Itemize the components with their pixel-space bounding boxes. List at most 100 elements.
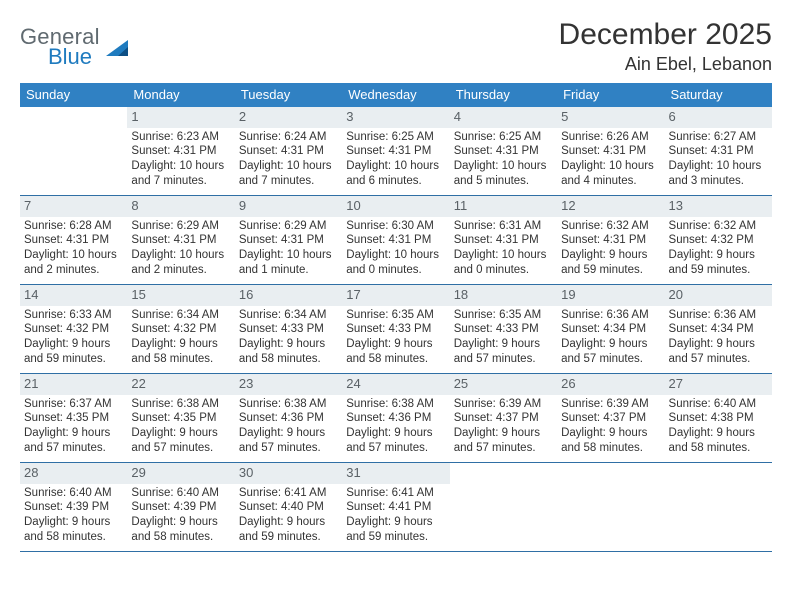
sunrise: Sunrise: 6:35 AM: [346, 308, 445, 323]
calendar-cell: 15Sunrise: 6:34 AMSunset: 4:32 PMDayligh…: [127, 285, 234, 374]
day-number: 5: [557, 107, 664, 128]
sunrise: Sunrise: 6:31 AM: [454, 219, 553, 234]
daylight: Daylight: 10 hours and 1 minute.: [239, 248, 338, 277]
day-number: 28: [20, 463, 127, 484]
logo-blue: Blue: [48, 44, 100, 70]
calendar-cell: 10Sunrise: 6:30 AMSunset: 4:31 PMDayligh…: [342, 196, 449, 285]
daylight: Daylight: 10 hours and 0 minutes.: [454, 248, 553, 277]
day-number: 21: [20, 374, 127, 395]
calendar-cell: 13Sunrise: 6:32 AMSunset: 4:32 PMDayligh…: [665, 196, 772, 285]
sunrise: Sunrise: 6:38 AM: [131, 397, 230, 412]
calendar-cell: 7Sunrise: 6:28 AMSunset: 4:31 PMDaylight…: [20, 196, 127, 285]
daylight: Daylight: 9 hours and 59 minutes.: [346, 515, 445, 544]
calendar-cell: 12Sunrise: 6:32 AMSunset: 4:31 PMDayligh…: [557, 196, 664, 285]
calendar-cell: 22Sunrise: 6:38 AMSunset: 4:35 PMDayligh…: [127, 374, 234, 463]
sunrise: Sunrise: 6:40 AM: [669, 397, 768, 412]
topbar: General Blue December 2025 Ain Ebel, Leb…: [20, 18, 772, 75]
sunrise: Sunrise: 6:41 AM: [239, 486, 338, 501]
sunrise: Sunrise: 6:34 AM: [239, 308, 338, 323]
daylight: Daylight: 9 hours and 58 minutes.: [561, 426, 660, 455]
day-number: 8: [127, 196, 234, 217]
logo: General Blue: [20, 18, 132, 70]
day-number: 23: [235, 374, 342, 395]
sunset: Sunset: 4:33 PM: [454, 322, 553, 337]
day-number: 24: [342, 374, 449, 395]
day-number: 20: [665, 285, 772, 306]
day-number: 19: [557, 285, 664, 306]
calendar-cell: 30Sunrise: 6:41 AMSunset: 4:40 PMDayligh…: [235, 463, 342, 552]
daylight: Daylight: 10 hours and 7 minutes.: [239, 159, 338, 188]
sunset: Sunset: 4:38 PM: [669, 411, 768, 426]
day-number: 17: [342, 285, 449, 306]
col-friday: Friday: [557, 83, 664, 107]
sunrise: Sunrise: 6:36 AM: [669, 308, 768, 323]
sunrise: Sunrise: 6:29 AM: [131, 219, 230, 234]
daylight: Daylight: 9 hours and 58 minutes.: [131, 515, 230, 544]
calendar-cell: 27Sunrise: 6:40 AMSunset: 4:38 PMDayligh…: [665, 374, 772, 463]
sunrise: Sunrise: 6:25 AM: [346, 130, 445, 145]
day-number: 12: [557, 196, 664, 217]
calendar-header: Sunday Monday Tuesday Wednesday Thursday…: [20, 83, 772, 107]
sunset: Sunset: 4:36 PM: [239, 411, 338, 426]
sunrise: Sunrise: 6:40 AM: [131, 486, 230, 501]
day-number: 7: [20, 196, 127, 217]
sunrise: Sunrise: 6:39 AM: [454, 397, 553, 412]
calendar-cell: 25Sunrise: 6:39 AMSunset: 4:37 PMDayligh…: [450, 374, 557, 463]
sunrise: Sunrise: 6:23 AM: [131, 130, 230, 145]
daylight: Daylight: 9 hours and 59 minutes.: [239, 515, 338, 544]
sunset: Sunset: 4:31 PM: [346, 144, 445, 159]
calendar-cell: [20, 107, 127, 196]
title-block: December 2025 Ain Ebel, Lebanon: [559, 18, 772, 75]
daylight: Daylight: 9 hours and 57 minutes.: [454, 426, 553, 455]
daylight: Daylight: 9 hours and 57 minutes.: [24, 426, 123, 455]
logo-text: General Blue: [20, 24, 100, 70]
calendar-cell: 19Sunrise: 6:36 AMSunset: 4:34 PMDayligh…: [557, 285, 664, 374]
calendar-cell: 9Sunrise: 6:29 AMSunset: 4:31 PMDaylight…: [235, 196, 342, 285]
sunrise: Sunrise: 6:26 AM: [561, 130, 660, 145]
sunrise: Sunrise: 6:32 AM: [669, 219, 768, 234]
calendar-cell: 5Sunrise: 6:26 AMSunset: 4:31 PMDaylight…: [557, 107, 664, 196]
sunrise: Sunrise: 6:36 AM: [561, 308, 660, 323]
daylight: Daylight: 10 hours and 0 minutes.: [346, 248, 445, 277]
col-sunday: Sunday: [20, 83, 127, 107]
daylight: Daylight: 9 hours and 59 minutes.: [24, 337, 123, 366]
sunrise: Sunrise: 6:32 AM: [561, 219, 660, 234]
calendar-cell: [557, 463, 664, 552]
daylight: Daylight: 9 hours and 57 minutes.: [239, 426, 338, 455]
daylight: Daylight: 10 hours and 6 minutes.: [346, 159, 445, 188]
calendar-cell: 20Sunrise: 6:36 AMSunset: 4:34 PMDayligh…: [665, 285, 772, 374]
calendar-row: 21Sunrise: 6:37 AMSunset: 4:35 PMDayligh…: [20, 374, 772, 463]
daylight: Daylight: 9 hours and 57 minutes.: [454, 337, 553, 366]
day-number: 26: [557, 374, 664, 395]
sunset: Sunset: 4:31 PM: [131, 233, 230, 248]
daylight: Daylight: 9 hours and 58 minutes.: [346, 337, 445, 366]
sunset: Sunset: 4:32 PM: [131, 322, 230, 337]
sunset: Sunset: 4:31 PM: [561, 144, 660, 159]
daylight: Daylight: 10 hours and 5 minutes.: [454, 159, 553, 188]
day-number: 31: [342, 463, 449, 484]
calendar-cell: 4Sunrise: 6:25 AMSunset: 4:31 PMDaylight…: [450, 107, 557, 196]
location: Ain Ebel, Lebanon: [559, 54, 772, 75]
logo-triangle-icon: [106, 38, 132, 58]
sunset: Sunset: 4:32 PM: [24, 322, 123, 337]
day-number: 11: [450, 196, 557, 217]
daylight: Daylight: 9 hours and 57 minutes.: [669, 337, 768, 366]
sunrise: Sunrise: 6:38 AM: [346, 397, 445, 412]
daylight: Daylight: 9 hours and 58 minutes.: [669, 426, 768, 455]
daylight: Daylight: 9 hours and 59 minutes.: [561, 248, 660, 277]
day-number: 14: [20, 285, 127, 306]
sunset: Sunset: 4:35 PM: [131, 411, 230, 426]
daylight: Daylight: 9 hours and 58 minutes.: [239, 337, 338, 366]
col-tuesday: Tuesday: [235, 83, 342, 107]
calendar-cell: [450, 463, 557, 552]
sunrise: Sunrise: 6:27 AM: [669, 130, 768, 145]
day-number: 3: [342, 107, 449, 128]
day-number: 22: [127, 374, 234, 395]
sunset: Sunset: 4:31 PM: [24, 233, 123, 248]
calendar-cell: 31Sunrise: 6:41 AMSunset: 4:41 PMDayligh…: [342, 463, 449, 552]
sunrise: Sunrise: 6:25 AM: [454, 130, 553, 145]
calendar-cell: 8Sunrise: 6:29 AMSunset: 4:31 PMDaylight…: [127, 196, 234, 285]
daylight: Daylight: 9 hours and 58 minutes.: [131, 337, 230, 366]
calendar-cell: 11Sunrise: 6:31 AMSunset: 4:31 PMDayligh…: [450, 196, 557, 285]
day-number: 13: [665, 196, 772, 217]
